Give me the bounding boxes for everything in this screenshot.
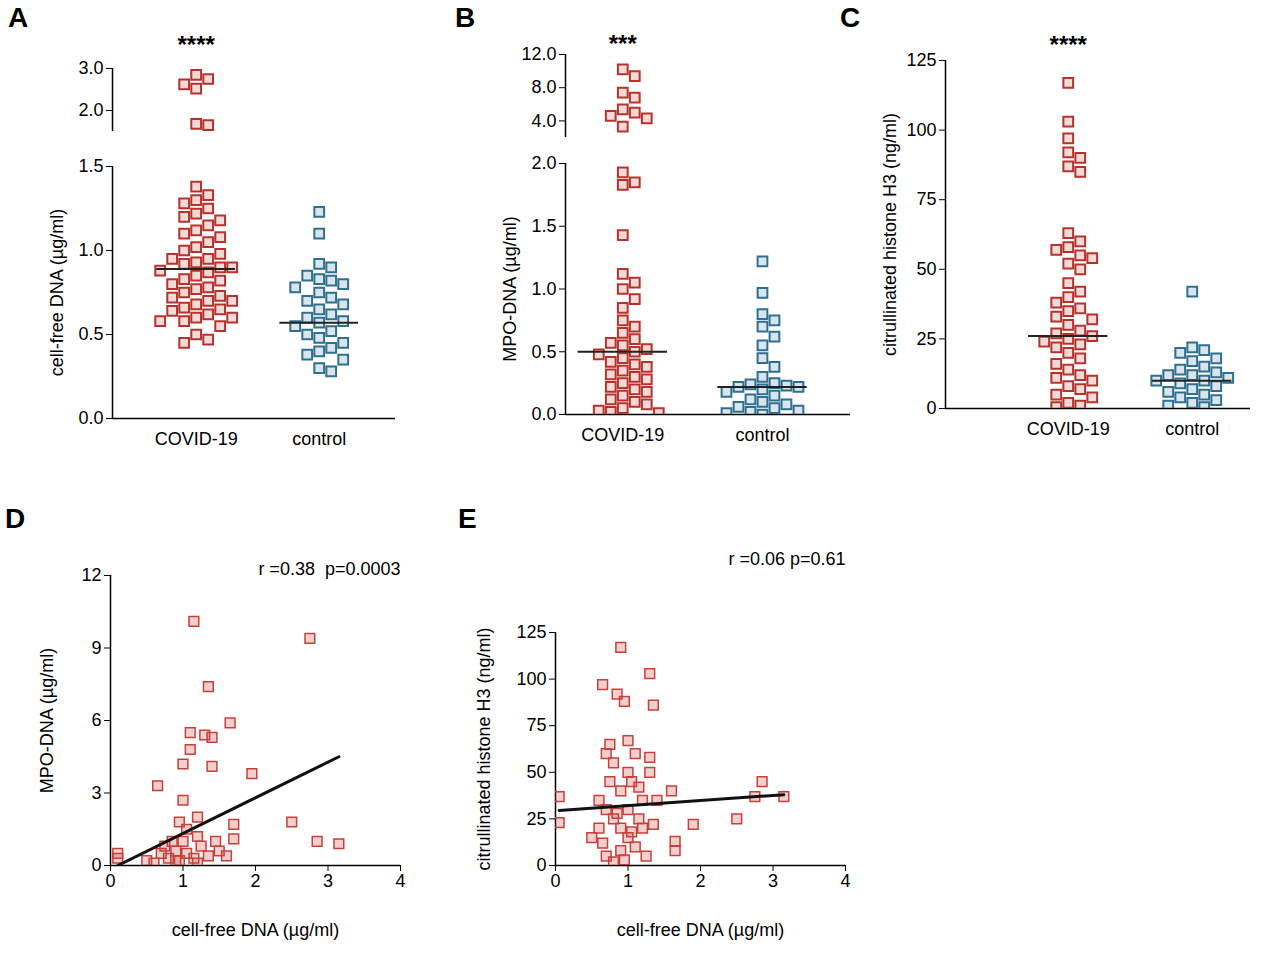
svg-text:12.0: 12.0 <box>521 44 556 64</box>
svg-text:1: 1 <box>623 871 633 891</box>
svg-text:cell-free DNA (µg/ml): cell-free DNA (µg/ml) <box>617 920 784 940</box>
svg-text:1: 1 <box>178 871 188 891</box>
svg-text:1.5: 1.5 <box>531 216 556 236</box>
svg-text:MPO-DNA (µg/ml): MPO-DNA (µg/ml) <box>37 648 57 793</box>
svg-text:1.0: 1.0 <box>78 240 103 260</box>
svg-text:0: 0 <box>91 855 101 875</box>
svg-text:75: 75 <box>526 715 546 735</box>
svg-text:12: 12 <box>81 565 101 585</box>
svg-text:0: 0 <box>926 398 936 418</box>
svg-text:25: 25 <box>526 809 546 829</box>
svg-text:50: 50 <box>916 259 936 279</box>
svg-text:8.0: 8.0 <box>531 77 556 97</box>
svg-text:r =0.06 p=0.61: r =0.06 p=0.61 <box>728 549 845 569</box>
svg-text:75: 75 <box>916 189 936 209</box>
svg-text:50: 50 <box>526 762 546 782</box>
svg-text:r =0.38 p=0.0003: r =0.38 p=0.0003 <box>258 559 400 579</box>
svg-text:0.5: 0.5 <box>531 342 556 362</box>
html-text:D: D <box>5 503 26 534</box>
svg-text:3: 3 <box>323 871 333 891</box>
svg-text:control: control <box>1165 419 1219 439</box>
svg-text:3.0: 3.0 <box>78 58 103 78</box>
svg-text:3: 3 <box>768 871 778 891</box>
svg-text:***: *** <box>609 30 638 57</box>
svg-text:cell-free DNA (µg/ml): cell-free DNA (µg/ml) <box>172 920 339 940</box>
svg-text:COVID-19: COVID-19 <box>581 425 664 445</box>
html-text:B: B <box>455 2 476 33</box>
svg-text:cell-free DNA (µg/ml): cell-free DNA (µg/ml) <box>47 209 67 376</box>
svg-text:0.0: 0.0 <box>78 408 103 428</box>
svg-text:0: 0 <box>105 871 115 891</box>
svg-text:0: 0 <box>550 871 560 891</box>
svg-text:4.0: 4.0 <box>531 111 556 131</box>
svg-text:9: 9 <box>91 638 101 658</box>
html-text:A: A <box>8 2 29 33</box>
svg-text:2.0: 2.0 <box>531 153 556 173</box>
svg-text:0.5: 0.5 <box>78 324 103 344</box>
svg-text:citrullinated histone H3 (ng/m: citrullinated histone H3 (ng/ml) <box>474 627 494 870</box>
svg-text:125: 125 <box>516 622 546 642</box>
svg-text:125: 125 <box>906 50 936 70</box>
svg-text:control: control <box>292 429 346 449</box>
svg-text:2: 2 <box>250 871 260 891</box>
svg-text:100: 100 <box>516 669 546 689</box>
svg-text:2.0: 2.0 <box>78 100 103 120</box>
svg-text:6: 6 <box>91 710 101 730</box>
svg-text:4: 4 <box>840 871 850 891</box>
svg-text:4: 4 <box>395 871 405 891</box>
svg-text:COVID-19: COVID-19 <box>155 429 238 449</box>
svg-text:2: 2 <box>695 871 705 891</box>
svg-text:25: 25 <box>916 329 936 349</box>
svg-text:0: 0 <box>536 855 546 875</box>
svg-text:1.0: 1.0 <box>531 279 556 299</box>
html-text:E: E <box>458 503 477 534</box>
svg-text:100: 100 <box>906 120 936 140</box>
svg-text:3: 3 <box>91 783 101 803</box>
svg-text:1.5: 1.5 <box>78 156 103 176</box>
svg-text:****: **** <box>1050 31 1088 58</box>
svg-text:MPO-DNA (µg/ml): MPO-DNA (µg/ml) <box>500 216 520 361</box>
svg-text:COVID-19: COVID-19 <box>1027 419 1110 439</box>
svg-text:****: **** <box>177 31 215 58</box>
svg-text:citrullinated histone H3 (ng/m: citrullinated histone H3 (ng/ml) <box>880 113 900 356</box>
svg-text:control: control <box>735 425 789 445</box>
svg-text:0.0: 0.0 <box>531 404 556 424</box>
html-text:C: C <box>840 2 861 33</box>
